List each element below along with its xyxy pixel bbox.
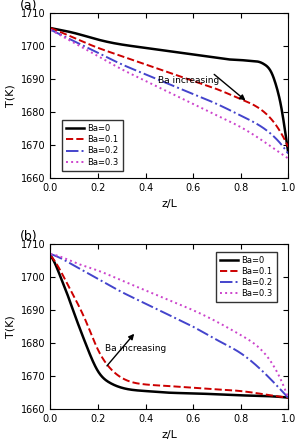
Ba=0.1 xyxy=(49,26,52,31)
Ba=0.3 xyxy=(286,395,290,400)
Ba=0.3 xyxy=(198,105,202,110)
Ba=0.1 xyxy=(198,81,202,86)
Ba=0.3 xyxy=(49,252,52,257)
Ba=0.1 xyxy=(143,382,146,387)
Line: Ba=0: Ba=0 xyxy=(50,256,288,398)
Line: Ba=0.1: Ba=0.1 xyxy=(50,28,288,147)
Ba=0 xyxy=(49,253,52,258)
Ba=0 xyxy=(49,26,52,31)
Ba=0.1 xyxy=(220,88,224,94)
Ba=0.3 xyxy=(126,280,130,286)
Ba=0 xyxy=(286,149,290,154)
Ba=0.3 xyxy=(77,43,81,48)
Ba=0.1 xyxy=(77,37,81,43)
Ba=0.2 xyxy=(49,252,52,257)
Line: Ba=0.3: Ba=0.3 xyxy=(50,254,288,398)
Ba=0.1 xyxy=(221,387,225,392)
Ba=0.1 xyxy=(286,395,290,400)
Ba=0.1 xyxy=(143,61,146,66)
Ba=0 xyxy=(221,392,225,397)
Ba=0.1 xyxy=(221,89,225,94)
Ba=0.2 xyxy=(126,293,130,298)
Ba=0.1 xyxy=(77,304,81,309)
Ba=0.3 xyxy=(220,322,224,327)
Ba=0.3 xyxy=(220,115,224,121)
Ba=0 xyxy=(198,53,202,58)
Ba=0.2 xyxy=(126,64,130,70)
Ba=0.1 xyxy=(220,387,224,392)
X-axis label: z/L: z/L xyxy=(161,429,177,440)
Line: Ba=0.1: Ba=0.1 xyxy=(50,256,288,398)
Ba=0.3 xyxy=(126,70,130,75)
Text: (b): (b) xyxy=(20,230,37,242)
Ba=0.3 xyxy=(77,261,81,267)
Ba=0.2 xyxy=(77,41,81,46)
Ba=0.2 xyxy=(49,27,52,33)
Ba=0 xyxy=(143,45,146,50)
Ba=0.2 xyxy=(143,301,146,306)
Text: Ba increasing: Ba increasing xyxy=(158,77,219,85)
Text: (a): (a) xyxy=(20,0,37,11)
Ba=0 xyxy=(286,395,290,400)
Y-axis label: T(K): T(K) xyxy=(5,315,15,338)
Ba=0 xyxy=(221,56,225,61)
Text: Ba increasing: Ba increasing xyxy=(105,344,167,352)
Ba=0.2 xyxy=(286,395,290,400)
Ba=0.3 xyxy=(49,27,52,33)
Ba=0.2 xyxy=(143,71,146,77)
Ba=0 xyxy=(77,32,81,37)
Ba=0 xyxy=(198,391,202,396)
Ba=0.3 xyxy=(198,311,202,316)
Ba=0 xyxy=(143,389,146,394)
Ba=0.2 xyxy=(220,340,224,345)
Ba=0.1 xyxy=(49,253,52,258)
Ba=0 xyxy=(220,56,224,61)
Ba=0.1 xyxy=(286,144,290,150)
Ba=0.1 xyxy=(126,55,130,61)
Line: Ba=0.3: Ba=0.3 xyxy=(50,30,288,158)
Ba=0.2 xyxy=(221,341,225,346)
Ba=0 xyxy=(126,43,130,48)
Ba=0.1 xyxy=(198,385,202,391)
Ba=0 xyxy=(220,392,224,397)
Ba=0.1 xyxy=(126,378,130,383)
Ba=0 xyxy=(77,324,81,329)
X-axis label: z/L: z/L xyxy=(161,198,177,209)
Y-axis label: T(K): T(K) xyxy=(5,84,15,107)
Line: Ba=0.2: Ba=0.2 xyxy=(50,30,288,154)
Line: Ba=0: Ba=0 xyxy=(50,28,288,152)
Ba=0.3 xyxy=(143,287,146,293)
Ba=0 xyxy=(126,386,130,392)
Ba=0.3 xyxy=(286,156,290,161)
Ba=0.2 xyxy=(198,94,202,99)
Line: Ba=0.2: Ba=0.2 xyxy=(50,254,288,398)
Ba=0.3 xyxy=(221,323,225,328)
Ba=0.2 xyxy=(220,104,224,109)
Legend: Ba=0, Ba=0.1, Ba=0.2, Ba=0.3: Ba=0, Ba=0.1, Ba=0.2, Ba=0.3 xyxy=(62,120,123,171)
Ba=0.3 xyxy=(143,78,146,83)
Ba=0.2 xyxy=(221,104,225,110)
Ba=0.2 xyxy=(77,266,81,271)
Legend: Ba=0, Ba=0.1, Ba=0.2, Ba=0.3: Ba=0, Ba=0.1, Ba=0.2, Ba=0.3 xyxy=(216,252,277,302)
Ba=0.3 xyxy=(221,116,225,121)
Ba=0.2 xyxy=(198,328,202,333)
Ba=0.2 xyxy=(286,151,290,156)
